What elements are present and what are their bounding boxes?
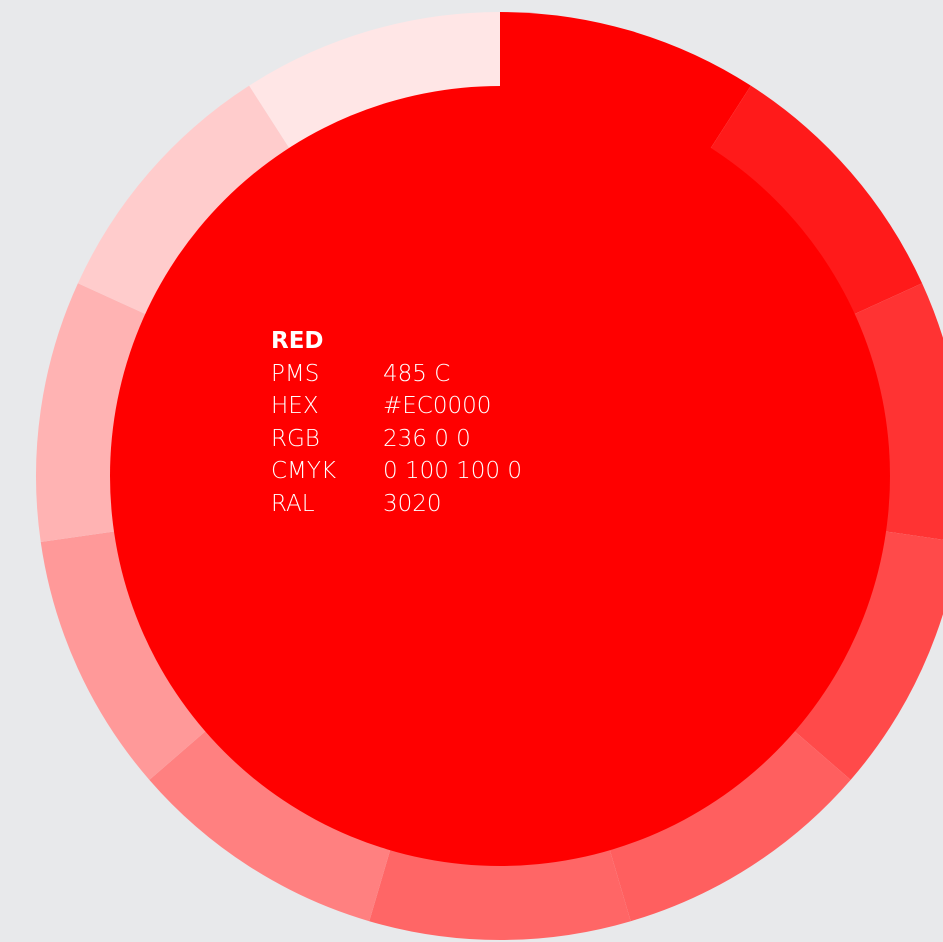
spec-value-ral: 3020 bbox=[383, 490, 442, 517]
spec-label-rgb: RGB bbox=[271, 425, 320, 452]
spec-value-cmyk: 0 100 100 0 bbox=[383, 458, 522, 484]
spec-label-ral: RAL bbox=[271, 490, 315, 517]
color-name: RED bbox=[271, 328, 324, 354]
color-spec-panel: RED PMS 485 C HEX #EC0000 RGB 236 0 0 CM… bbox=[271, 325, 522, 520]
spec-row-hex: HEX #EC0000 bbox=[271, 390, 522, 423]
spec-label-pms: PMS bbox=[271, 360, 320, 387]
spec-value-pms: 485 C bbox=[383, 360, 451, 387]
spec-row-cmyk: CMYK 0 100 100 0 bbox=[271, 455, 522, 488]
spec-row-ral: RAL 3020 bbox=[271, 488, 522, 521]
spec-label-cmyk: CMYK bbox=[271, 458, 337, 484]
spec-row-rgb: RGB 236 0 0 bbox=[271, 423, 522, 456]
spec-value-hex: #EC0000 bbox=[383, 393, 492, 419]
spec-value-rgb: 236 0 0 bbox=[383, 425, 471, 452]
main-color-circle bbox=[110, 86, 890, 866]
spec-label-hex: HEX bbox=[271, 393, 319, 419]
spec-row-pms: PMS 485 C bbox=[271, 358, 522, 391]
